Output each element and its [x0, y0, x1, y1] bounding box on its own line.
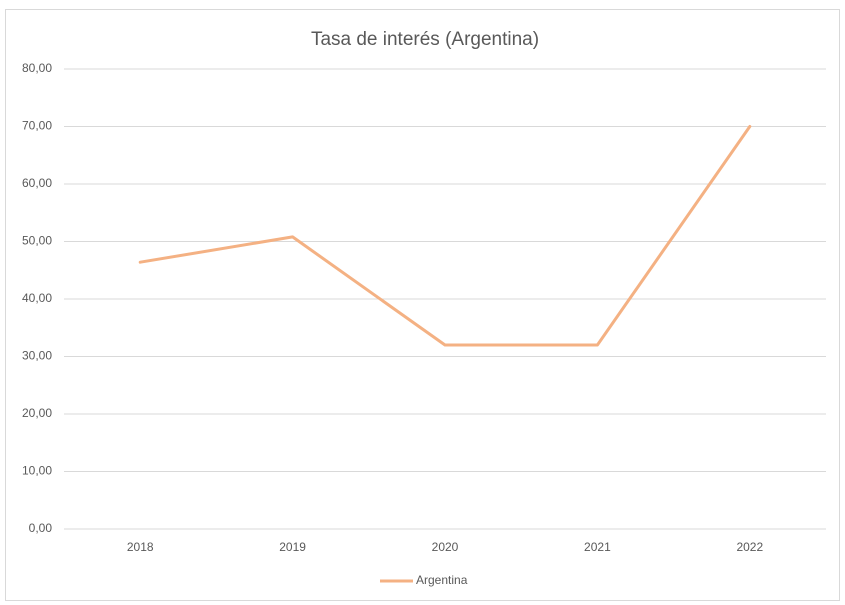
y-tick-label: 50,00 [22, 234, 52, 248]
y-tick-label: 0,00 [29, 521, 53, 535]
x-tick-label: 2021 [584, 540, 611, 554]
y-tick-label: 20,00 [22, 406, 52, 420]
y-tick-label: 70,00 [22, 119, 52, 133]
y-tick-label: 80,00 [22, 61, 52, 75]
chart-title: Tasa de interés (Argentina) [311, 29, 539, 50]
y-tick-label: 40,00 [22, 291, 52, 305]
y-tick-label: 60,00 [22, 176, 52, 190]
chart-border [5, 9, 840, 601]
y-tick-label: 10,00 [22, 464, 52, 478]
y-tick-label: 30,00 [22, 349, 52, 363]
x-tick-label: 2020 [432, 540, 459, 554]
x-tick-label: 2019 [279, 540, 306, 554]
x-tick-label: 2022 [736, 540, 763, 554]
legend-label: Argentina [416, 573, 468, 587]
x-tick-label: 2018 [127, 540, 154, 554]
line-series [138, 125, 752, 347]
